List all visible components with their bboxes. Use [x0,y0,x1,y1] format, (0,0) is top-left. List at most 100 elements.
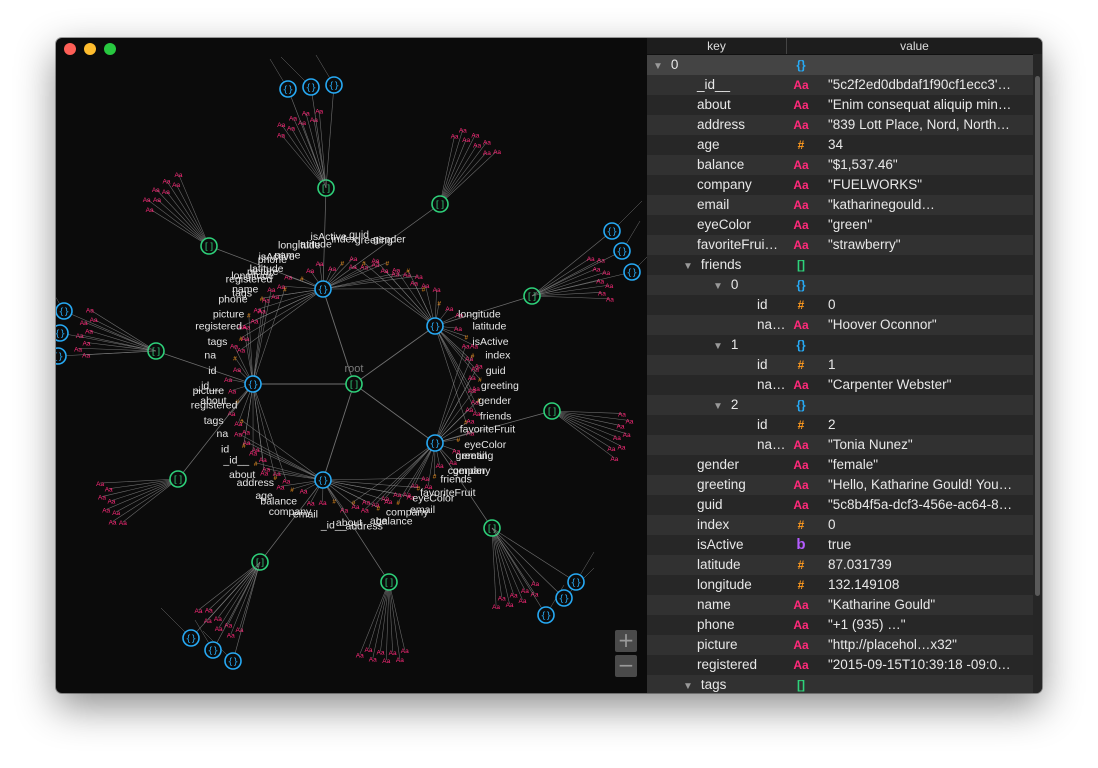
disclosure-triangle-icon[interactable]: ▼ [713,281,723,292]
key-column-header[interactable]: key [647,38,787,54]
object-node[interactable]: {} [603,222,621,240]
graph-edge [388,581,401,660]
disclosure-triangle-icon[interactable]: ▼ [683,261,693,272]
tree-row[interactable]: isActive b true [647,535,1033,555]
tree-row[interactable]: ▼ 0{} [647,275,1033,295]
graph-key-label: tags [204,415,224,427]
object-node[interactable]: {} [204,641,222,659]
graph-key-label: latitude [250,263,284,275]
tree-row[interactable]: na… Aa "Hoover Oconnor" [647,315,1033,335]
tree-row[interactable]: phone Aa "+1 (935) …" [647,615,1033,635]
array-node[interactable]: [] [380,573,398,591]
object-node[interactable]: {} [314,471,332,489]
tree-row[interactable]: _id__ Aa "5c2f2ed0dbdaf1f90cf1ecc3'… [647,75,1033,95]
tree-row-value: 132.149108 [828,577,900,592]
object-type-icon: {} [796,278,806,292]
leaf-type-marker: Aa [493,149,501,156]
object-node[interactable]: {} [244,375,262,393]
tree-row[interactable]: longitude #132.149108 [647,575,1033,595]
tree-row[interactable]: favoriteFrui… Aa "strawberry" [647,235,1033,255]
leaf-type-marker: Aa [462,137,470,144]
leaf-type-marker: Aa [204,618,212,625]
tree-row[interactable]: company Aa "FUELWORKS" [647,175,1033,195]
tree-row[interactable]: about Aa "Enim consequat aliquip min… [647,95,1033,115]
disclosure-triangle-icon[interactable]: ▼ [653,61,663,72]
tree-scrollbar[interactable] [1033,54,1042,693]
array-type-icon: [] [797,678,805,692]
tree-row[interactable]: email Aa "katharinegould… [647,195,1033,215]
object-node[interactable]: {} [182,629,200,647]
tree-row[interactable]: address Aa "839 Lott Place, Nord, North… [647,115,1033,135]
graph-edge [217,561,261,619]
tree-row[interactable]: id #1 [647,355,1033,375]
close-window-button[interactable] [64,43,76,55]
tree-row[interactable]: na… Aa "Carpenter Webster" [647,375,1033,395]
value-column-header[interactable]: value [900,39,929,53]
graph-edge [116,478,179,513]
tree-row[interactable]: id #2 [647,415,1033,435]
tree-row[interactable]: age #34 [647,135,1033,155]
object-node[interactable]: {} [426,434,444,452]
graph-edge [531,295,610,299]
object-node[interactable]: {} [426,317,444,335]
zoom-in-button[interactable]: + [615,630,637,652]
array-node[interactable]: [] [431,195,449,213]
disclosure-triangle-icon[interactable]: ▼ [683,681,693,692]
disclosure-triangle-icon[interactable]: ▼ [713,341,723,352]
object-node[interactable]: {} [56,302,73,320]
tree-row[interactable]: ▼ 1{} [647,335,1033,355]
object-node[interactable]: {} [567,573,585,591]
array-node[interactable]: [] [169,470,187,488]
graph-edge [112,478,179,522]
object-node[interactable]: {} [279,80,297,98]
tree-row[interactable]: picture Aa "http://placehol…x32" [647,635,1033,655]
tree-row[interactable]: eyeColor Aa "green" [647,215,1033,235]
tree-row-value: "http://placehol…x32" [828,637,957,652]
tree-row[interactable]: registered Aa "2015-09-15T10:39:18 -09:0… [647,655,1033,675]
tree-row[interactable]: name Aa "Katharine Gould" [647,595,1033,615]
tree-row-key: index [697,517,730,532]
object-node[interactable]: {} [537,606,555,624]
disclosure-triangle-icon[interactable]: ▼ [713,401,723,412]
object-node[interactable]: {} [56,347,67,365]
leaf-type-marker: Aa [80,320,88,327]
tree-row[interactable]: greeting Aa "Hello, Katharine Gould! You… [647,475,1033,495]
leaf-type-marker: Aa [371,502,379,509]
object-node[interactable]: {} [56,324,69,342]
leaf-type-marker: Aa [510,593,518,600]
object-node[interactable]: {} [555,589,573,607]
root-node[interactable]: [] [345,375,363,393]
scrollbar-thumb[interactable] [1035,76,1040,596]
object-node[interactable]: {} [623,263,641,281]
tree-row[interactable]: index #0 [647,515,1033,535]
tree-row[interactable]: gender Aa "female" [647,455,1033,475]
leaf-type-marker: Aa [258,308,266,315]
object-node[interactable]: {} [314,280,332,298]
tree-row[interactable]: ▼ friends [] [647,255,1033,275]
leaf-type-marker: Aa [371,262,379,269]
tree-row[interactable]: ▼ tags [] [647,675,1033,693]
tree-row[interactable]: ▼ 0{} [647,55,1033,75]
tree-row[interactable]: guid Aa "5c8b4f5a-dcf3-456e-ac64-8… [647,495,1033,515]
tree-row[interactable]: na… Aa "Tonia Nunez" [647,435,1033,455]
tree-row-key: na… [757,317,786,332]
zoom-out-button[interactable]: − [615,655,637,677]
array-node[interactable]: [] [200,237,218,255]
maximize-window-button[interactable] [104,43,116,55]
object-node[interactable]: {} [224,652,242,670]
tree-row-key-cell: guid [647,495,787,515]
json-graph-view[interactable]: Aa#AaAaAa#AaAaAa#AaAaAa#AaAaAa#AaAaAa#Aa… [56,38,656,693]
tree-row[interactable]: ▼ 2{} [647,395,1033,415]
array-node[interactable]: [] [543,402,561,420]
string-type-icon: Aa [793,218,809,232]
object-node[interactable]: {} [302,78,320,96]
tree-row[interactable]: latitude #87.031739 [647,555,1033,575]
leaf-type-marker: Aa [468,388,476,395]
tree-row[interactable]: balance Aa "$1,537.46" [647,155,1033,175]
tree-row[interactable]: id #0 [647,295,1033,315]
object-node[interactable]: {} [613,242,631,260]
graph-key-label: gender [478,395,511,407]
graph-edge [259,479,324,563]
object-node[interactable]: {} [325,76,343,94]
minimize-window-button[interactable] [84,43,96,55]
